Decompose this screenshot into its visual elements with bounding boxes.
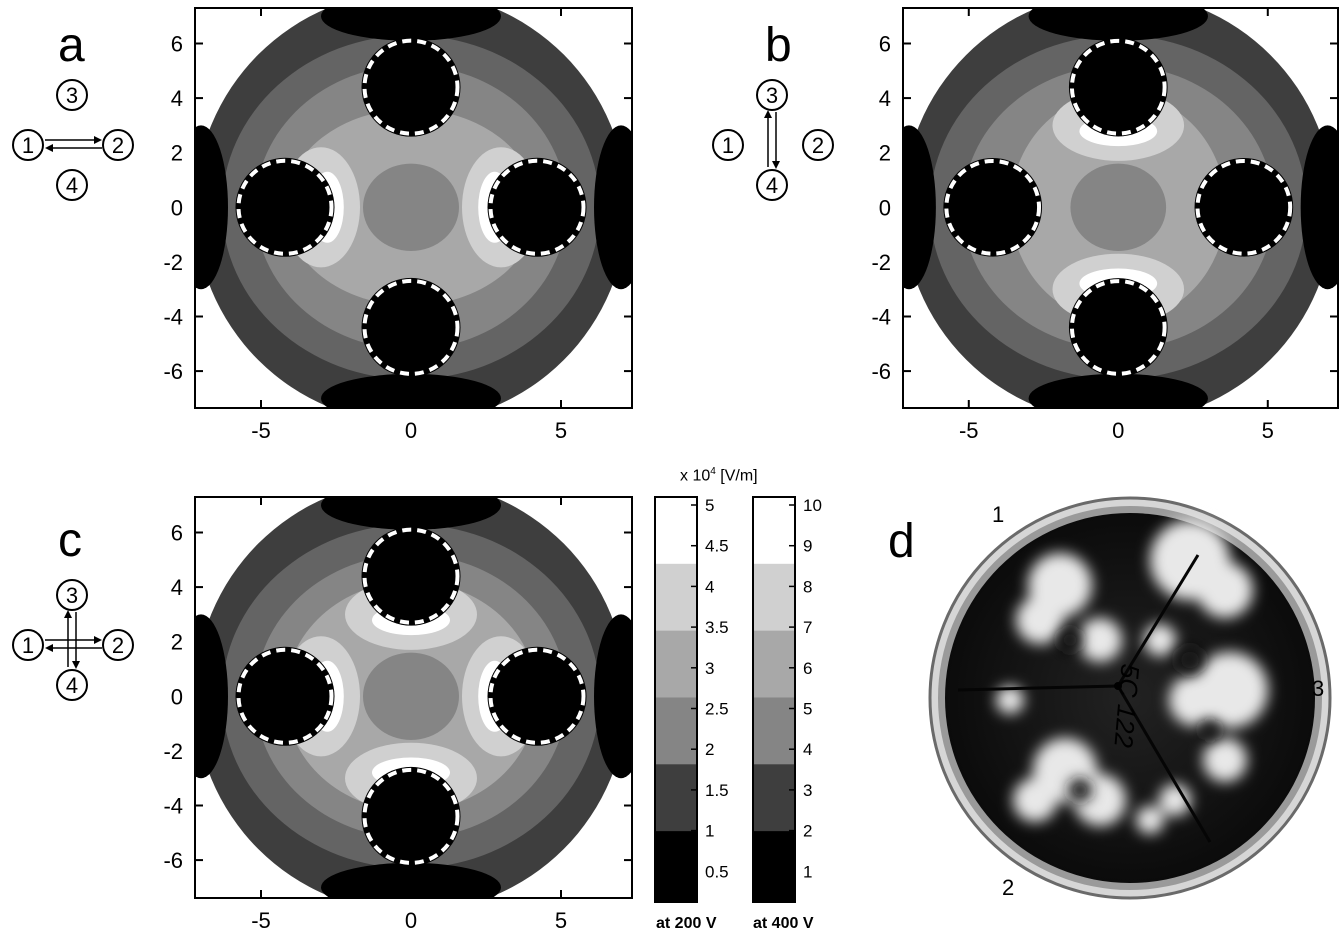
y-tick-label: 2 — [879, 141, 891, 166]
electrode-number: 3 — [66, 583, 78, 608]
y-tick-label: 2 — [171, 630, 183, 655]
handwriting: 5C 122 — [1108, 663, 1145, 750]
y-tick-label: -2 — [163, 250, 183, 275]
colorbar-tick-label: 3.5 — [705, 618, 729, 637]
electrode-1 — [235, 157, 335, 257]
colorbar-tick-label: 1 — [803, 862, 812, 881]
colorbar-tick-label: 5 — [803, 700, 812, 719]
colorbar-tick-label: 5 — [705, 496, 714, 515]
x-tick-label: 0 — [405, 418, 417, 443]
electrode-number: 1 — [722, 133, 734, 158]
y-tick-label: -2 — [163, 739, 183, 764]
colorbar-tick-label: 6 — [803, 659, 812, 678]
x-tick-label: 5 — [555, 418, 567, 443]
colorbar-tick-label: 10 — [803, 496, 822, 515]
panel-label-b: b — [765, 19, 792, 72]
photo-label-2: 2 — [1002, 875, 1015, 900]
electrode-number: 2 — [112, 633, 124, 658]
x-tick-label: 0 — [1112, 418, 1124, 443]
y-tick-label: 4 — [879, 86, 891, 111]
electrode-diagram-a: 1 2 3 4 — [12, 79, 134, 201]
electrode-number: 4 — [66, 173, 78, 198]
electrode-4 — [361, 766, 461, 866]
electrode-1 — [943, 157, 1043, 257]
x-tick-label: -5 — [251, 908, 271, 933]
colorbar-tick-label: 2 — [803, 822, 812, 841]
y-tick-label: 0 — [171, 195, 183, 220]
y-tick-label: -6 — [871, 359, 891, 384]
panel-label-a: a — [58, 19, 85, 72]
colorbar-tick-label: 4 — [705, 577, 714, 596]
colorbar-left-caption: at 200 V — [656, 915, 717, 932]
contour-plot-a: -5 0 5 -6 -4 -2 0 2 4 6 — [163, 7, 633, 443]
electrode-number: 3 — [66, 83, 78, 108]
contour-plot-c: -5 0 5 -6 -4 -2 0 2 4 6 — [163, 496, 633, 933]
electrode-3 — [361, 526, 461, 626]
colorbar-tick-label: 4.5 — [705, 537, 729, 556]
electrode-4 — [1068, 278, 1168, 377]
panel-label-d: d — [888, 515, 915, 568]
colorbar-tick-label: 0.5 — [705, 862, 729, 881]
panel-label-c: c — [58, 514, 82, 567]
electrode-number: 1 — [22, 133, 34, 158]
x-tick-label: 5 — [1262, 418, 1274, 443]
electrode-2 — [487, 646, 587, 746]
y-tick-label: -6 — [163, 848, 183, 873]
y-tick-label: -6 — [163, 359, 183, 384]
electrode-1 — [235, 646, 335, 746]
y-tick-label: -2 — [871, 250, 891, 275]
photo-label-3: 3 — [1312, 676, 1325, 701]
contour-plot-b: -5 0 5 -6 -4 -2 0 2 4 6 — [871, 7, 1339, 443]
colorbar-tick-label: 4 — [803, 740, 812, 759]
y-tick-label: 4 — [171, 86, 183, 111]
electrode-number: 3 — [766, 83, 778, 108]
electrode-2 — [1194, 157, 1294, 257]
electrode-number: 4 — [66, 673, 78, 698]
electrode-number: 2 — [112, 133, 124, 158]
photo-label-1: 1 — [992, 502, 1005, 527]
colorbar-tick-label: 7 — [803, 618, 812, 637]
electrode-4 — [361, 277, 461, 377]
colorbar-tick-label: 2 — [705, 740, 714, 759]
y-tick-label: 2 — [171, 141, 183, 166]
y-tick-label: 6 — [171, 31, 183, 56]
y-tick-label: 0 — [171, 684, 183, 709]
colorbar-tick-label: 1.5 — [705, 781, 729, 800]
y-tick-label: 6 — [171, 520, 183, 545]
colorbar-tick-label: 1 — [705, 822, 714, 841]
x-tick-label: 0 — [405, 908, 417, 933]
colorbar-tick-label: 3 — [803, 781, 812, 800]
electrode-2 — [487, 157, 587, 257]
electrode-number: 2 — [812, 133, 824, 158]
y-tick-label: 6 — [879, 31, 891, 56]
colorbar-tick-label: 9 — [803, 537, 812, 556]
electrode-diagram-b: 1 2 3 4 — [712, 79, 834, 201]
electrode-diagram-c: 1 2 3 4 — [12, 579, 134, 701]
y-tick-label: 4 — [171, 575, 183, 600]
electrode-3 — [361, 37, 461, 137]
y-tick-label: 0 — [879, 195, 891, 220]
petri-dish-photo: 5C 122 — [928, 496, 1332, 900]
electrode-number: 1 — [22, 633, 34, 658]
axes-frame — [194, 496, 633, 899]
colorbar-tick-label: 2.5 — [705, 700, 729, 719]
y-tick-label: -4 — [163, 304, 183, 329]
x-tick-label: -5 — [251, 418, 271, 443]
x-tick-label: -5 — [959, 418, 979, 443]
colorbar-right-caption: at 400 V — [753, 915, 814, 932]
colorbar-400v: 10 9 8 7 6 5 4 3 2 1 — [752, 496, 822, 903]
colorbar-200v: 5 4.5 4 3.5 3 2.5 2 1.5 1 0.5 — [654, 496, 729, 903]
x-tick-label: 5 — [555, 908, 567, 933]
electrode-number: 4 — [766, 173, 778, 198]
colorbar-tick-label: 3 — [705, 659, 714, 678]
electrode-3 — [1068, 37, 1168, 137]
colorbar-title: x 104 [V/m] — [680, 466, 758, 485]
y-tick-label: -4 — [871, 304, 891, 329]
colorbar-tick-label: 8 — [803, 577, 812, 596]
y-tick-label: -4 — [163, 793, 183, 818]
